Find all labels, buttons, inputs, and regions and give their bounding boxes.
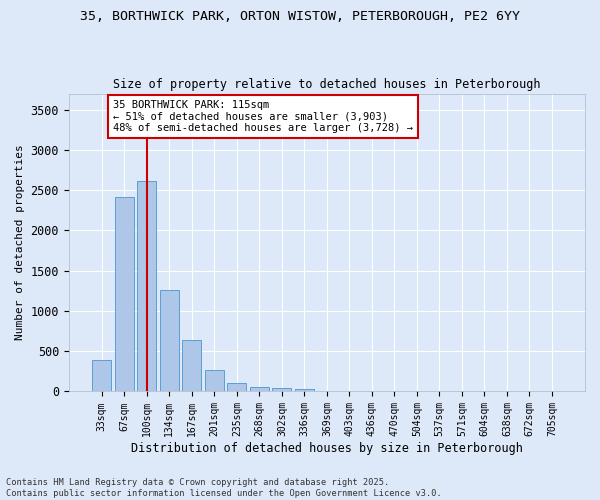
X-axis label: Distribution of detached houses by size in Peterborough: Distribution of detached houses by size …	[131, 442, 523, 455]
Bar	[295, 389, 314, 392]
Text: 35, BORTHWICK PARK, ORTON WISTOW, PETERBOROUGH, PE2 6YY: 35, BORTHWICK PARK, ORTON WISTOW, PETERB…	[80, 10, 520, 23]
Bar	[160, 290, 179, 392]
Bar	[137, 180, 157, 392]
Bar	[115, 196, 134, 392]
Bar	[205, 370, 224, 392]
Bar	[92, 360, 112, 392]
Bar	[250, 387, 269, 392]
Bar	[182, 340, 202, 392]
Text: 35 BORTHWICK PARK: 115sqm
← 51% of detached houses are smaller (3,903)
48% of se: 35 BORTHWICK PARK: 115sqm ← 51% of detac…	[113, 100, 413, 133]
Bar	[272, 388, 292, 392]
Title: Size of property relative to detached houses in Peterborough: Size of property relative to detached ho…	[113, 78, 541, 91]
Bar	[317, 390, 337, 392]
Bar	[227, 382, 247, 392]
Text: Contains HM Land Registry data © Crown copyright and database right 2025.
Contai: Contains HM Land Registry data © Crown c…	[6, 478, 442, 498]
Y-axis label: Number of detached properties: Number of detached properties	[15, 144, 25, 340]
